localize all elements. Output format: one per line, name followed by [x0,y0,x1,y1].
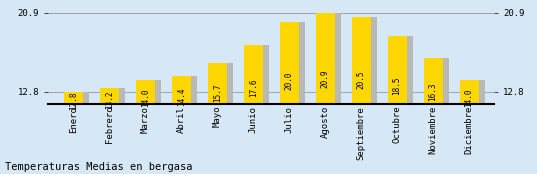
Bar [208,64,227,174]
Bar [280,22,299,174]
Bar [316,13,335,174]
Text: 18.5: 18.5 [393,76,402,94]
Bar [394,36,413,174]
Bar [322,13,341,174]
Bar [388,36,407,174]
Bar [244,45,263,174]
Text: 13.2: 13.2 [105,90,114,109]
Bar [142,80,161,174]
Text: 15.7: 15.7 [213,84,222,102]
Bar [286,22,305,174]
Text: 14.0: 14.0 [465,88,474,107]
Bar [64,92,83,174]
Bar [352,17,371,174]
Bar [70,92,89,174]
Bar [136,80,155,174]
Bar [466,80,485,174]
Text: 20.0: 20.0 [285,72,294,90]
Bar [430,58,449,174]
Text: 20.5: 20.5 [357,71,366,89]
Text: 14.4: 14.4 [177,87,186,106]
Bar [460,80,478,174]
Bar [172,76,191,174]
Text: 16.3: 16.3 [429,82,438,101]
Text: 14.0: 14.0 [141,88,150,107]
Bar [424,58,442,174]
Bar [250,45,269,174]
Bar [100,88,119,174]
Bar [106,88,125,174]
Bar [214,64,233,174]
Bar [178,76,197,174]
Text: 20.9: 20.9 [321,69,330,88]
Bar [358,17,377,174]
Text: 12.8: 12.8 [69,92,78,110]
Text: 17.6: 17.6 [249,78,258,97]
Text: Temperaturas Medias en bergasa: Temperaturas Medias en bergasa [5,162,193,172]
